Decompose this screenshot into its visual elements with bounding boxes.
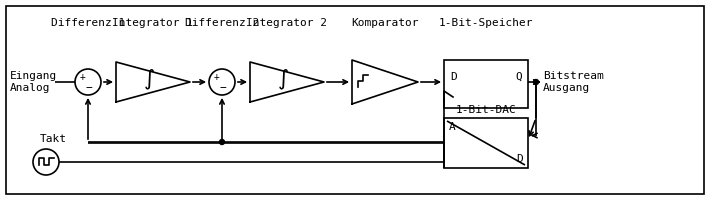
Circle shape [220,140,225,144]
Text: $\int$: $\int$ [277,68,289,92]
Bar [444,118,528,168]
Text: $\int$: $\int$ [143,68,155,92]
Bar [444,60,528,108]
Text: 1-Bit-DAC: 1-Bit-DAC [456,105,516,115]
Text: +: + [213,72,219,82]
Text: D: D [450,72,456,82]
Text: Differenz 1: Differenz 1 [51,18,125,28]
Text: D: D [516,154,523,164]
Text: Komparator: Komparator [351,18,419,28]
Text: Integrator 1: Integrator 1 [112,18,193,28]
Text: Q: Q [515,72,522,82]
Text: Integrator 2: Integrator 2 [247,18,328,28]
Circle shape [533,79,538,84]
Text: +: + [79,72,85,82]
Text: Bitstream
Ausgang: Bitstream Ausgang [543,71,604,93]
Text: A: A [449,122,456,132]
Text: 1-Bit-Speicher: 1-Bit-Speicher [439,18,533,28]
Text: Differenz 2: Differenz 2 [185,18,259,28]
Text: Takt: Takt [40,134,67,144]
Text: −: − [220,83,227,93]
Text: Eingang
Analog: Eingang Analog [10,71,58,93]
Text: −: − [86,83,92,93]
